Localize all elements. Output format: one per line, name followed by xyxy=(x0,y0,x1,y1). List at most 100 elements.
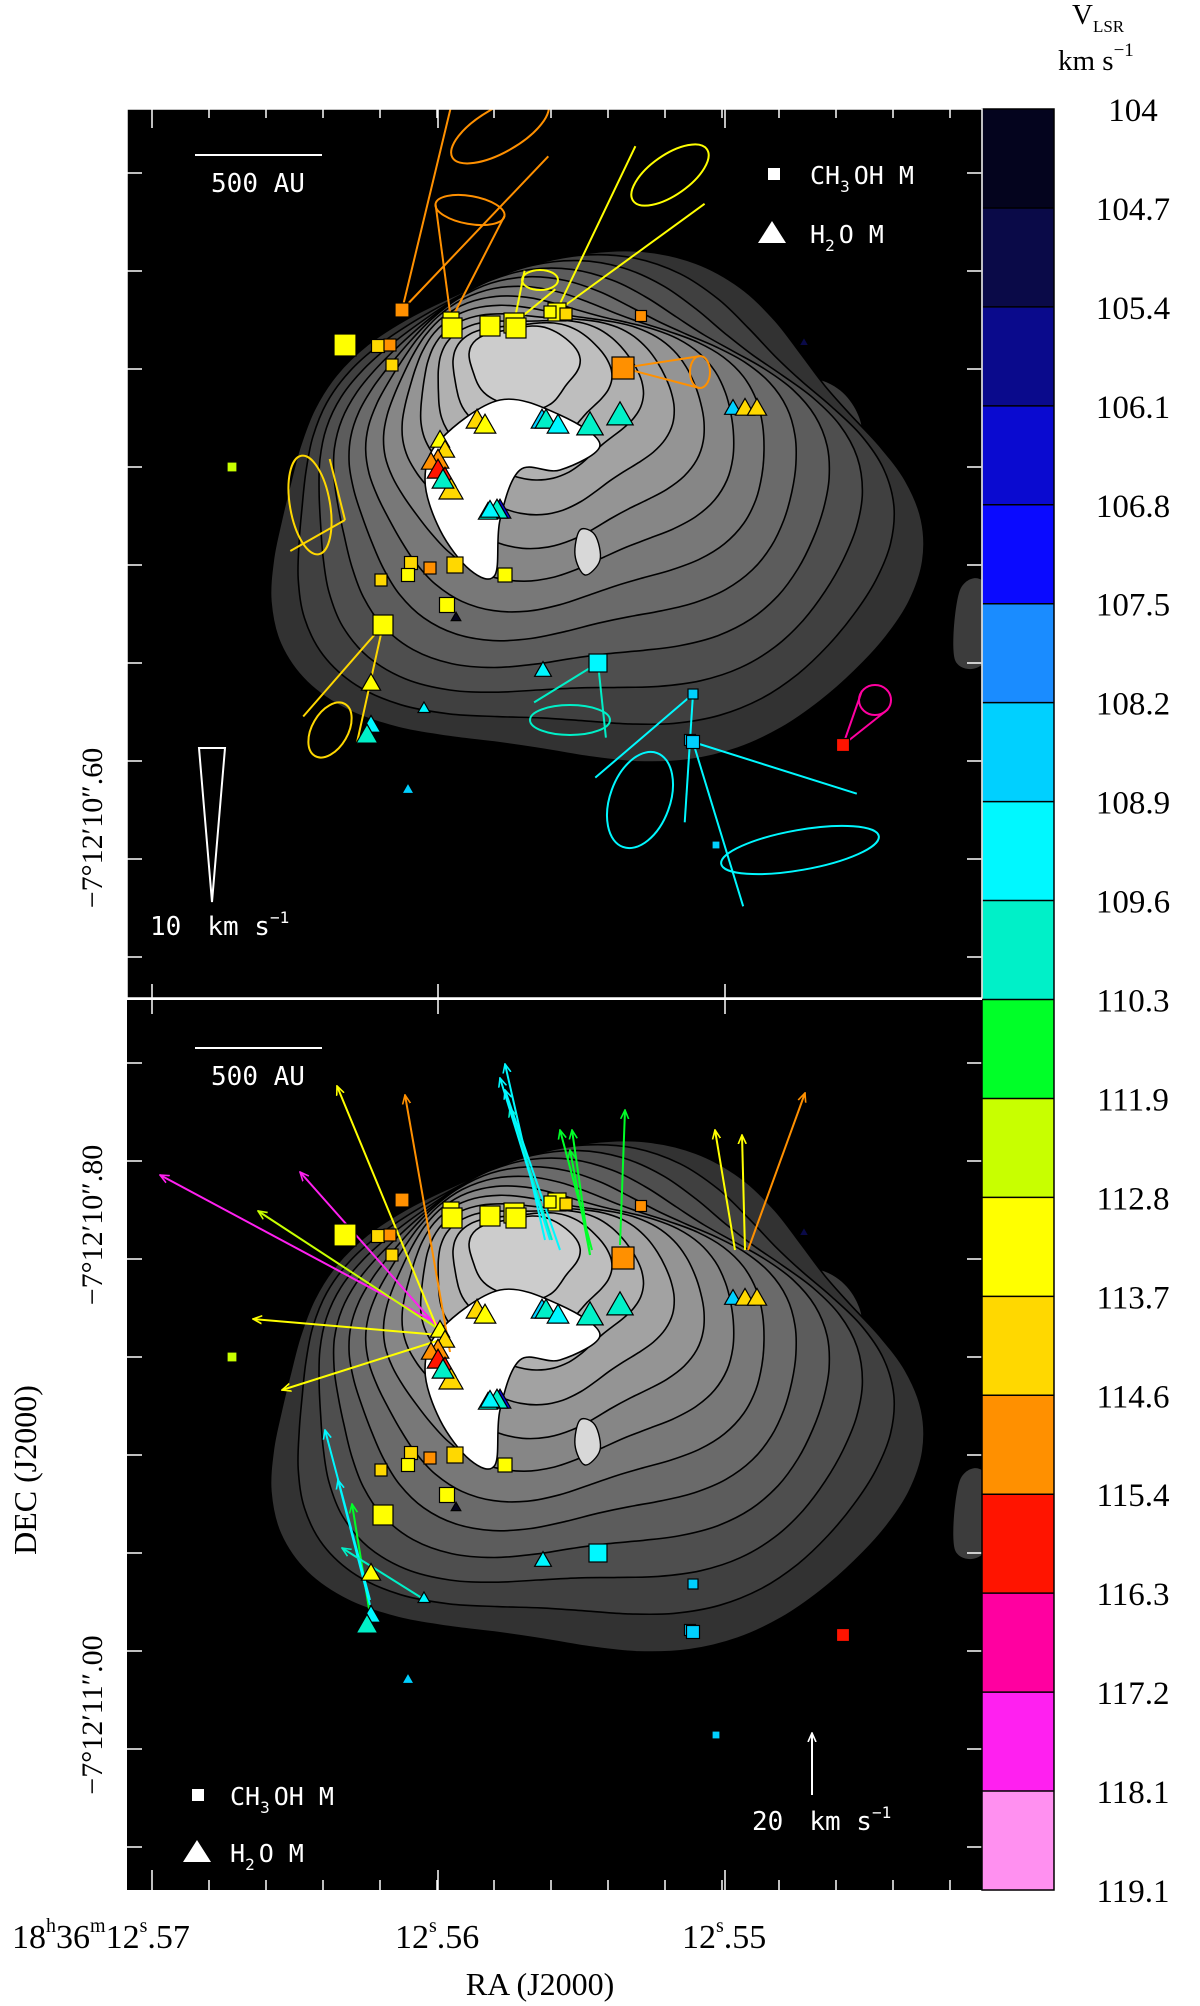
cone-edge xyxy=(434,203,452,321)
colorbar-level-label: 107.5 xyxy=(1096,588,1170,624)
axis-ticks xyxy=(127,109,982,1890)
top-h2o-maser xyxy=(605,400,635,426)
top-ch3oh-maser xyxy=(559,307,573,321)
top-h2o-maser xyxy=(450,610,462,622)
bottom-ch3oh-maser xyxy=(333,1223,357,1247)
bottom-ch3oh-maser xyxy=(438,1486,456,1504)
top-legend-square-icon xyxy=(768,168,780,180)
colorbar-segment xyxy=(982,1494,1054,1594)
colorbar-segment xyxy=(982,306,1054,407)
y-tick-label-top: −7°12′10″.60 xyxy=(76,748,109,908)
bottom-h2o-maser xyxy=(355,1612,379,1634)
proper-motion-arrow xyxy=(282,1339,441,1390)
colorbar-segment xyxy=(982,999,1054,1100)
top-ch3oh-maser xyxy=(370,338,386,354)
bottom-h2o-maser xyxy=(360,1562,382,1581)
top-velocity-reference: 10 km s−1 xyxy=(150,747,289,942)
proper-motion-arrow xyxy=(619,1110,625,1246)
bottom-ch3oh-maser xyxy=(394,1192,410,1208)
y-tick-labels: −7°12′10″.60 −7°12′10″.80 −7°12′11″.00 xyxy=(76,748,109,1795)
bottom-h2o-maser xyxy=(798,1225,810,1237)
contour-knot xyxy=(574,1417,602,1466)
bottom-ch3oh-maser xyxy=(687,1578,699,1590)
bottom-ch3oh-maser xyxy=(423,1451,437,1465)
contour-level xyxy=(468,325,582,411)
top-h2o-maser xyxy=(546,412,570,434)
colorbar-level-label: 105.4 xyxy=(1096,291,1170,327)
bottom-velocity-reference: 20 km s−1 xyxy=(752,1733,891,1837)
colorbar-segment xyxy=(982,1197,1054,1297)
top-ch3oh-maser xyxy=(479,315,501,337)
top-h2o-maser xyxy=(400,781,416,795)
top-scale-label: 500 AU xyxy=(211,169,305,199)
bottom-ch3oh-maser xyxy=(497,1457,513,1473)
top-ch3oh-maser xyxy=(400,567,416,583)
top-ch3oh-maser xyxy=(423,561,437,575)
top-ch3oh-maser xyxy=(711,840,721,850)
bottom-legend-triangle-icon xyxy=(183,1840,211,1862)
top-h2o-maser xyxy=(534,407,558,429)
proper-motion-arrow xyxy=(715,1130,736,1251)
top-h2o-maser xyxy=(533,660,553,677)
top-legend-h2o: H2 O M xyxy=(810,220,884,255)
top-legend: CH3 OH M H2 O M xyxy=(758,161,914,255)
bottom-ch3oh-maser xyxy=(226,1351,238,1363)
bottom-velocity-reference-label: 20 km s−1 xyxy=(752,1803,891,1837)
y-tick-label-mid: −7°12′10″.80 xyxy=(76,1145,109,1305)
bottom-h2o-maser xyxy=(546,1302,570,1324)
colorbar-level-label: 108.2 xyxy=(1096,687,1170,723)
bottom-ch3oh-maser xyxy=(446,1446,464,1464)
colorbar: 104 104.7 105.4 106.1 106.8 107.5 108.2 108.9 10… xyxy=(981,93,1170,1910)
cone-base xyxy=(450,109,550,165)
colorbar-segment xyxy=(982,801,1054,902)
cone-edge xyxy=(401,155,550,311)
top-ch3oh-maser xyxy=(497,567,513,583)
colorbar-level-label: 117.2 xyxy=(1096,1676,1169,1712)
top-ch3oh-maser xyxy=(394,302,410,318)
cone-base xyxy=(689,355,711,389)
top-h2o-maser xyxy=(798,335,810,347)
colorbar-title: VLSR km s−1 xyxy=(1058,0,1134,77)
bottom-h2o-maser xyxy=(533,1550,553,1567)
colorbar-segment xyxy=(982,702,1054,803)
cone-base xyxy=(529,704,611,736)
top-ch3oh-maser xyxy=(634,309,648,323)
top-ch3oh-maser xyxy=(611,356,635,380)
cone-edge xyxy=(328,458,346,521)
bottom-legend: CH3 OH M H2 O M xyxy=(183,1782,334,1874)
colorbar-level-label: 119.1 xyxy=(1096,1874,1169,1910)
colorbar-segment xyxy=(982,109,1054,209)
colorbar-segment xyxy=(982,1098,1054,1198)
contour-knot xyxy=(574,527,602,576)
bottom-ch3oh-maser xyxy=(588,1543,608,1563)
proper-motion-arrow xyxy=(342,1548,426,1601)
cone-edge xyxy=(302,624,384,718)
cone-edge xyxy=(683,693,694,823)
top-legend-triangle-icon xyxy=(758,221,786,243)
bottom-h2o-maser xyxy=(431,1357,455,1379)
cone-base xyxy=(720,824,880,876)
colorbar-segment xyxy=(982,1692,1054,1792)
top-h2o-maser xyxy=(431,467,455,489)
cone-edge xyxy=(555,202,706,313)
colorbar-level-label: 111.9 xyxy=(1097,1082,1169,1118)
colorbar-level-label: 114.6 xyxy=(1096,1379,1169,1415)
colorbar-segment xyxy=(982,207,1054,308)
cone-edge xyxy=(692,741,858,795)
top-velocity-reference-label: 10 km s−1 xyxy=(150,908,289,942)
top-h2o-maser xyxy=(479,499,501,518)
bottom-h2o-maser xyxy=(575,1300,605,1326)
top-ch3oh-maser xyxy=(385,358,399,372)
faint-emission xyxy=(953,578,982,670)
y-axis-label: DEC (J2000) xyxy=(7,1385,43,1555)
x-axis-label: RA (J2000) xyxy=(466,1966,614,2002)
proper-motion-arrow xyxy=(337,1086,441,1336)
top-ch3oh-maser xyxy=(685,734,701,750)
x-tick-labels: 18h36m12s.57 12s.56 12s.55 xyxy=(12,1915,766,1956)
bottom-ch3oh-maser xyxy=(505,1207,527,1229)
top-ch3oh-maser xyxy=(403,555,419,571)
top-ch3oh-maser xyxy=(687,688,699,700)
top-scale-bar: 500 AU xyxy=(195,154,322,199)
proper-motion-arrow xyxy=(560,1130,593,1251)
bottom-h2o-maser xyxy=(479,1389,501,1408)
